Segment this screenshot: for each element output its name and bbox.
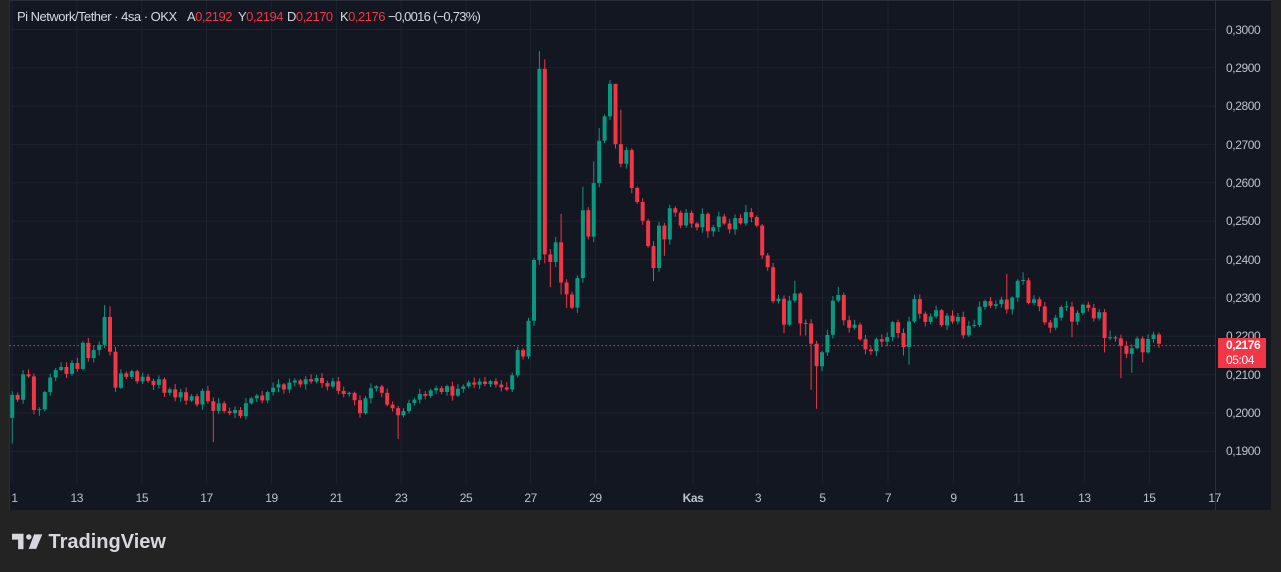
svg-text:TradingView: TradingView: [49, 531, 167, 553]
